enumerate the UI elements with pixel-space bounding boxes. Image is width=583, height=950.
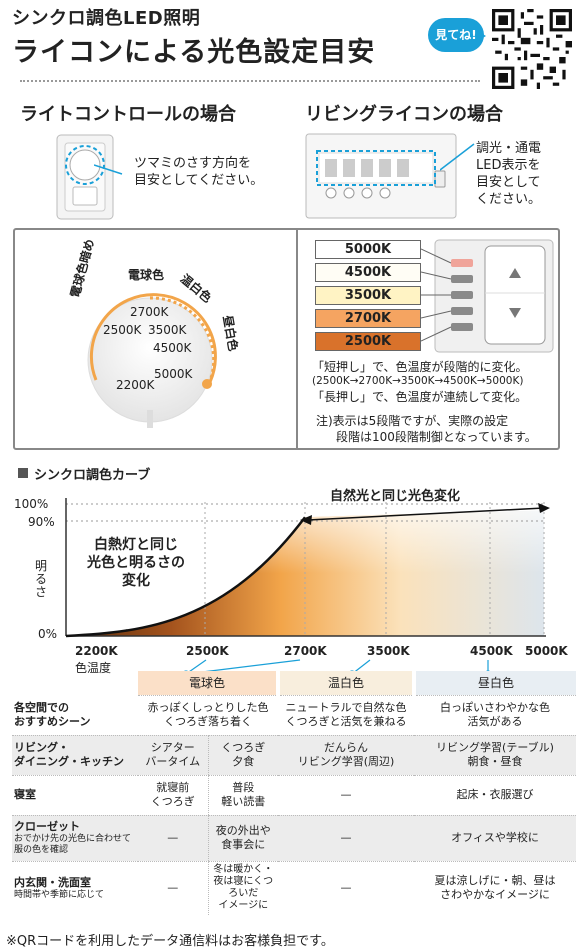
settings-panel xyxy=(13,228,560,450)
desc-long-press: 「長押し」で、色温度が連続して変化。 xyxy=(312,390,528,404)
row-head-closet: クローゼット おでかけ先の光色に合わせて服の色を確認 xyxy=(12,815,138,862)
x-tick-5000: 5000K xyxy=(525,644,568,658)
curve-heading: シンクロ調色カーブ xyxy=(34,468,151,483)
see-bubble: 見てね! xyxy=(428,18,486,52)
row-head-living: リビング・ ダイニング・キッチン xyxy=(12,735,138,776)
annot-incandescent: 白熱灯と同じ 光色と明るさの 変化 xyxy=(87,537,185,589)
living-note: 調光・通電 LED表示を 目安として ください。 xyxy=(476,141,542,207)
qr-code[interactable] xyxy=(492,9,572,89)
cell-living-2: くつろぎ 夕食 xyxy=(207,735,279,776)
led-indicator-2700K xyxy=(451,307,473,315)
pointer-line-2 xyxy=(440,143,475,171)
dial-k-3500: 3500K xyxy=(148,323,187,337)
living-heading: リビングライコンの場合 xyxy=(305,104,503,125)
living-switch-illustration xyxy=(305,133,457,219)
x-tick-3500: 3500K xyxy=(367,644,410,658)
bullet-square xyxy=(18,468,28,478)
cell-living-4: リビング学習(テーブル) 朝食・昼食 xyxy=(414,735,577,776)
cell-living-1: シアター バータイム xyxy=(138,735,208,776)
group-onpaku: 温白色 xyxy=(276,671,415,696)
annot-natural: 自然光と同じ光色変化 xyxy=(330,489,461,504)
led-indicator-2500K xyxy=(451,323,473,331)
page-subtitle: シンクロ調色LED照明 xyxy=(12,8,201,29)
cell-bedroom-1: 就寝前 くつろぎ xyxy=(138,775,208,816)
pointer-line xyxy=(94,164,123,175)
dimmer-switch-illustration xyxy=(56,134,114,220)
cell-bedroom-2: 普段 軽い読書 xyxy=(207,775,279,816)
cell-scene-onpaku: ニュートラルで自然な色 くつろぎと活気を兼ねる xyxy=(278,695,415,736)
switch-closeup xyxy=(421,239,554,353)
row-head-scene: 各空間での おすすめシーン xyxy=(12,695,138,736)
cell-scene-denkyu: 赤っぽくしっとりした色 くつろぎ落ち着く xyxy=(138,695,279,736)
cell-entrance-1: — xyxy=(167,881,179,895)
desc-short-press: 「短押し」で、色温度が段階的に変化。 xyxy=(312,360,528,374)
group-denkyu: 電球色 xyxy=(138,671,279,696)
dial-k-2200: 2200K xyxy=(116,378,155,392)
y-axis-label: 明るさ xyxy=(35,559,48,599)
dial-label-denkyu: 電球色 xyxy=(128,268,165,282)
cell-entrance-2: 冬は暖かく・ 夜は寝にくつろいだ イメージに xyxy=(207,861,279,915)
row-head-bedroom: 寝室 xyxy=(12,775,138,816)
led-indicator-4500K xyxy=(451,275,473,283)
level-5000k: 5000K xyxy=(315,240,421,259)
level-2500k: 2500K xyxy=(315,332,421,351)
led-indicator-3500K xyxy=(451,291,473,299)
panel-note-1: 注)表示は5段階ですが、実際の設定 xyxy=(316,414,509,428)
divider xyxy=(20,80,480,82)
cell-closet-3: — xyxy=(278,815,415,862)
level-2700k: 2700K xyxy=(315,309,421,328)
x-tick-4500: 4500K xyxy=(470,644,513,658)
dial-k-4500: 4500K xyxy=(153,341,192,355)
light-control-heading: ライトコントロールの場合 xyxy=(20,104,236,125)
dial-k-5000: 5000K xyxy=(154,367,193,381)
x-tick-2500: 2500K xyxy=(186,644,229,658)
led-indicator-5000K xyxy=(451,259,473,267)
desc-steps: (2500K→2700K→3500K→4500K→5000K) xyxy=(312,375,524,387)
dial-k-2500: 2500K xyxy=(103,323,142,337)
cell-closet-1: — xyxy=(138,815,208,862)
cell-closet-2: 夜の外出や 食事会に xyxy=(207,815,279,862)
cell-entrance-4: 夏は涼しげに・朝、昼は さわやかなイメージに xyxy=(434,874,556,902)
cell-scene-chuhaku: 白っぽいさわやかな色 活気がある xyxy=(414,695,577,736)
level-4500k: 4500K xyxy=(315,263,421,282)
x-tick-2200: 2200K xyxy=(75,644,118,658)
synchro-curve-chart xyxy=(65,498,550,638)
x-axis-label: 色温度 xyxy=(75,661,112,675)
y-tick-0: 0% xyxy=(38,627,58,641)
cell-bedroom-3: — xyxy=(278,775,415,816)
x-tick-2700: 2700K xyxy=(284,644,327,658)
cell-living-3: だんらん リビング学習(周辺) xyxy=(278,735,415,776)
dial-illustration xyxy=(87,293,217,428)
group-chuhaku: 昼白色 xyxy=(412,671,577,696)
level-3500k: 3500K xyxy=(315,286,421,305)
row-head-entrance: 内玄関・洗面室 時間帯や季節に応じて xyxy=(14,875,105,900)
footnote: ※QRコードを利用したデータ通信料はお客様負担です。 xyxy=(6,934,334,949)
panel-divider xyxy=(296,228,298,450)
dial-k-2700: 2700K xyxy=(130,305,169,319)
panel-note-2: 段階は100段階制御となっています。 xyxy=(336,430,537,444)
recommendation-table: 電球色 温白色 昼白色 各空間での おすすめシーン 赤っぽくしっとりした色 くつろぎ… xyxy=(12,671,577,915)
page-title: ライコンによる光色設定目安 xyxy=(12,37,376,68)
y-tick-100: 100% xyxy=(14,497,49,511)
cell-entrance-3: — xyxy=(340,881,352,895)
cell-closet-4: オフィスや学校に xyxy=(414,815,577,862)
y-tick-90: 90% xyxy=(28,515,55,529)
cell-bedroom-4: 起床・衣服選び xyxy=(414,775,577,816)
light-control-note: ツマミのさす方向を 目安としてください。 xyxy=(134,156,264,188)
